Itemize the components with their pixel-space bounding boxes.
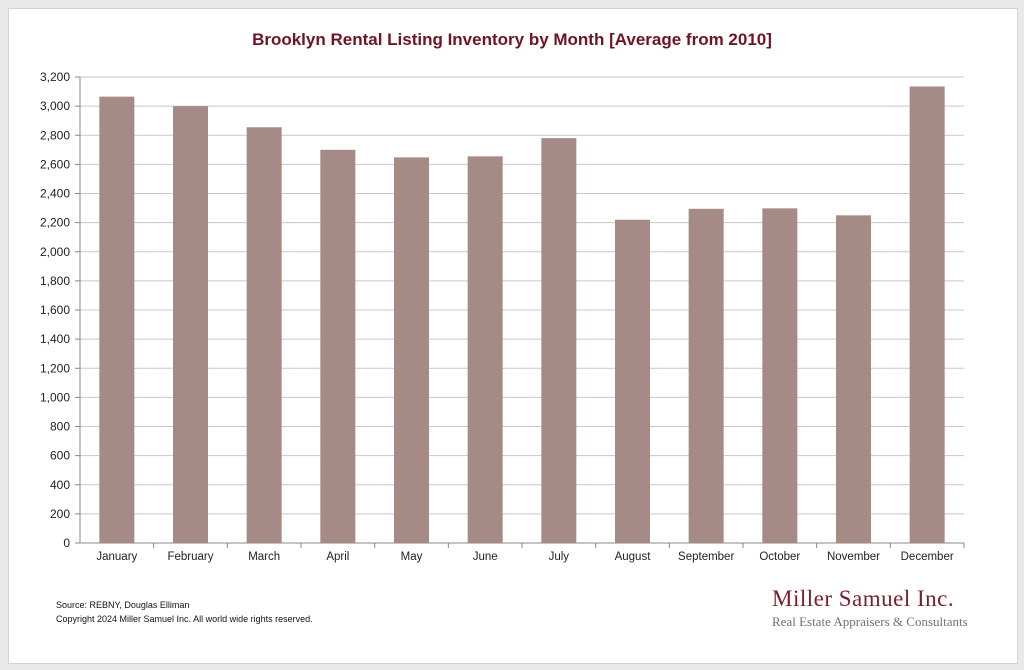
x-tick-label: November — [827, 551, 880, 563]
copyright-text: Copyright 2024 Miller Samuel Inc. All wo… — [56, 614, 313, 624]
y-tick-label: 2,000 — [40, 245, 70, 259]
x-tick-label: January — [96, 551, 137, 563]
x-tick-label: June — [473, 551, 498, 563]
y-tick-label: 2,200 — [40, 216, 70, 230]
x-tick-label: July — [549, 551, 570, 563]
bar — [836, 215, 871, 543]
bar — [173, 106, 208, 543]
y-tick-label: 1,000 — [40, 390, 70, 404]
y-tick-label: 1,800 — [40, 274, 70, 288]
x-tick-label: February — [167, 551, 213, 563]
y-tick-label: 200 — [50, 507, 70, 521]
y-tick-label: 1,600 — [40, 303, 70, 317]
bar — [762, 208, 798, 543]
bar — [99, 96, 135, 544]
y-tick-label: 2,600 — [40, 157, 70, 171]
x-tick-label: October — [759, 551, 800, 563]
source-text: Source: REBNY, Douglas Elliman — [56, 600, 190, 610]
bar — [541, 138, 577, 543]
x-tick-label: March — [248, 551, 280, 563]
y-tick-label: 2,400 — [40, 187, 70, 201]
logo-tagline: Real Estate Appraisers & Consultants — [772, 614, 968, 629]
y-tick-label: 2,800 — [40, 128, 70, 142]
x-tick-label: August — [615, 551, 652, 563]
y-tick-label: 3,000 — [40, 99, 70, 113]
y-tick-label: 1,200 — [40, 361, 70, 375]
bar — [467, 156, 503, 543]
chart-title: Brooklyn Rental Listing Inventory by Mon… — [252, 30, 772, 49]
y-tick-label: 800 — [50, 420, 70, 434]
company-logo: Miller Samuel Inc. Real Estate Appraiser… — [772, 586, 982, 630]
y-tick-label: 3,200 — [40, 70, 70, 84]
bar — [909, 86, 945, 543]
bar — [320, 149, 356, 543]
x-tick-label: September — [678, 551, 734, 563]
bar — [394, 157, 429, 543]
logo-name: Miller Samuel Inc. — [772, 586, 955, 611]
y-tick-label: 1,400 — [40, 332, 70, 346]
x-tick-label: December — [901, 551, 954, 563]
x-tick-label: April — [326, 551, 349, 563]
y-tick-label: 0 — [63, 536, 70, 550]
x-tick-label: May — [401, 551, 423, 563]
bar — [688, 208, 724, 543]
bar — [615, 219, 650, 543]
bar — [246, 127, 282, 543]
y-tick-label: 400 — [50, 478, 70, 492]
y-tick-label: 600 — [50, 449, 70, 463]
source-note: Source: REBNY, Douglas Elliman Copyright… — [56, 598, 313, 626]
